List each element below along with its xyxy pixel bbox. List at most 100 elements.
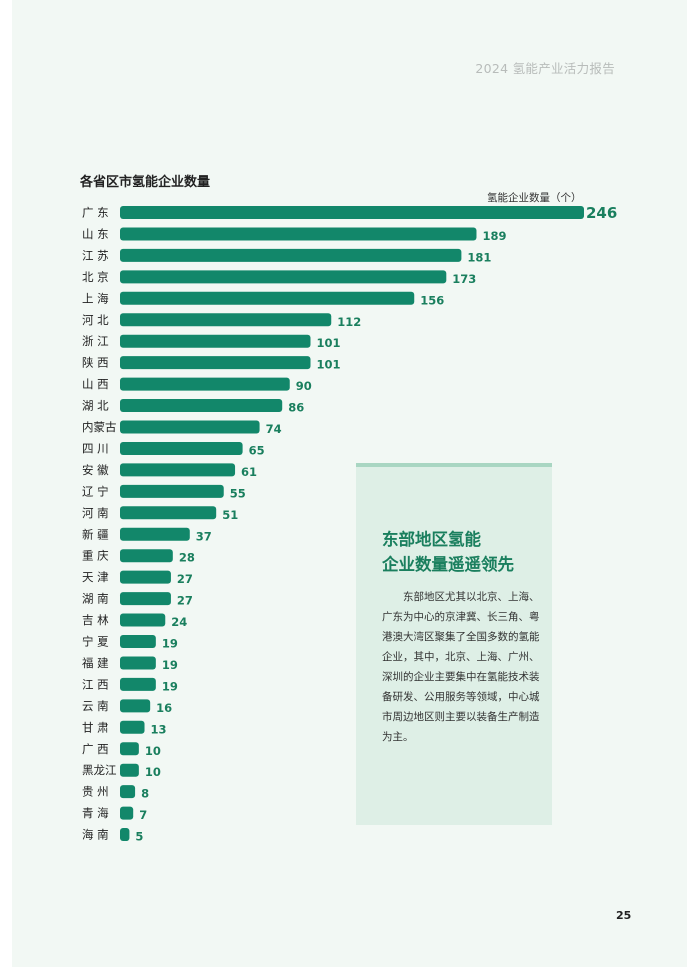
value-label: 101: [317, 336, 341, 350]
bar: [120, 549, 173, 563]
bar: [120, 699, 151, 713]
bar: [120, 785, 136, 799]
callout-body: 东部地区尤其以北京、上海、广东为中心的京津冀、长三角、粤港澳大湾区聚集了全国多数…: [382, 591, 540, 743]
chart-title: 各省区市氢能企业数量: [80, 175, 211, 190]
page: 2024 氢能产业活力报告 25: [12, 0, 687, 967]
category-label: 江 苏: [82, 248, 109, 262]
category-label: 广 西: [82, 742, 109, 756]
value-label: 86: [288, 401, 304, 415]
category-label: 内蒙古: [82, 420, 117, 434]
bar: [120, 291, 415, 305]
value-label: 8: [141, 787, 149, 801]
bar: [120, 763, 139, 777]
category-label: 宁 夏: [82, 635, 109, 649]
category-label: 陕 西: [82, 356, 109, 370]
bar: [120, 377, 290, 391]
bar: [120, 313, 332, 327]
value-label: 112: [337, 315, 361, 329]
category-label: 广 东: [82, 206, 109, 220]
bar: [120, 441, 243, 455]
bar: [120, 613, 166, 627]
value-label: 74: [266, 422, 282, 436]
category-label: 甘 肃: [82, 720, 109, 734]
bar: [120, 828, 130, 842]
category-label: 四 川: [82, 441, 109, 455]
bar: [120, 248, 462, 262]
category-label: 山 东: [82, 227, 109, 241]
value-label: 19: [162, 658, 178, 672]
category-label: 青 海: [82, 806, 109, 820]
bar: [120, 570, 171, 584]
value-label: 5: [135, 830, 143, 844]
value-label: 51: [222, 508, 238, 522]
value-label: 27: [177, 572, 193, 586]
value-label: 156: [420, 293, 444, 307]
category-label: 辽 宁: [82, 484, 109, 498]
callout-title-line2: 企业数量遥遥领先: [382, 555, 514, 574]
category-label: 河 南: [82, 506, 109, 520]
bar: [120, 206, 584, 219]
value-label: 13: [151, 722, 167, 736]
bar: [120, 506, 217, 520]
value-label: 181: [467, 250, 491, 264]
value-label: 65: [249, 443, 265, 457]
bar: [120, 742, 139, 756]
callout-title: 东部地区氢能 企业数量遥遥领先: [382, 527, 552, 577]
category-label: 湖 北: [82, 399, 109, 413]
value-label: 90: [296, 379, 312, 393]
value-label: 27: [177, 594, 193, 608]
value-label: 246: [586, 204, 617, 222]
value-label: 19: [162, 637, 178, 651]
value-label: 55: [230, 486, 246, 500]
bar: [120, 527, 190, 541]
bar: [120, 592, 171, 606]
value-label: 101: [317, 358, 341, 372]
value-label: 37: [196, 529, 212, 543]
bar: [120, 356, 311, 370]
category-label: 黑龙江: [82, 763, 117, 777]
value-label: 10: [145, 765, 161, 779]
value-label: 173: [452, 272, 476, 286]
value-label: 19: [162, 679, 178, 693]
category-label: 吉 林: [82, 613, 109, 627]
category-label: 安 徽: [82, 463, 109, 477]
category-label: 山 西: [82, 377, 109, 391]
bar: [120, 399, 283, 413]
category-label: 江 西: [82, 677, 109, 691]
callout-title-line1: 东部地区氢能: [382, 530, 481, 549]
bar: [120, 677, 156, 691]
value-label: 16: [156, 701, 172, 715]
category-label: 福 建: [82, 656, 109, 670]
report-header: 2024 氢能产业活力报告: [475, 61, 615, 76]
bar: [120, 463, 236, 477]
bar: [120, 720, 145, 734]
category-label: 贵 州: [82, 785, 109, 799]
bar: [120, 806, 134, 820]
value-label: 7: [139, 808, 147, 822]
value-label: 61: [241, 465, 257, 479]
x-axis-label: 氢能企业数量（个）: [487, 192, 582, 204]
category-label: 天 津: [82, 570, 109, 584]
category-label: 云 南: [82, 699, 109, 713]
category-label: 海 南: [82, 828, 109, 842]
value-label: 189: [482, 229, 506, 243]
bar: [120, 334, 311, 348]
bar: [120, 420, 260, 434]
bar: [120, 635, 156, 648]
bar: [120, 484, 224, 498]
bar: [120, 270, 447, 284]
callout-box: 东部地区氢能 企业数量遥遥领先 东部地区尤其以北京、上海、广东为中心的京津冀、长…: [356, 463, 552, 825]
value-label: 28: [179, 551, 195, 565]
value-label: 10: [145, 744, 161, 758]
bar: [120, 227, 477, 241]
category-label: 重 庆: [82, 549, 109, 563]
category-label: 湖 南: [82, 592, 109, 606]
category-label: 河 北: [82, 313, 109, 327]
category-label: 新 疆: [82, 527, 109, 541]
page-number: 25: [616, 909, 632, 922]
category-label: 上 海: [82, 291, 109, 305]
bar: [120, 656, 156, 670]
value-label: 24: [171, 615, 187, 629]
category-label: 北 京: [82, 270, 109, 284]
